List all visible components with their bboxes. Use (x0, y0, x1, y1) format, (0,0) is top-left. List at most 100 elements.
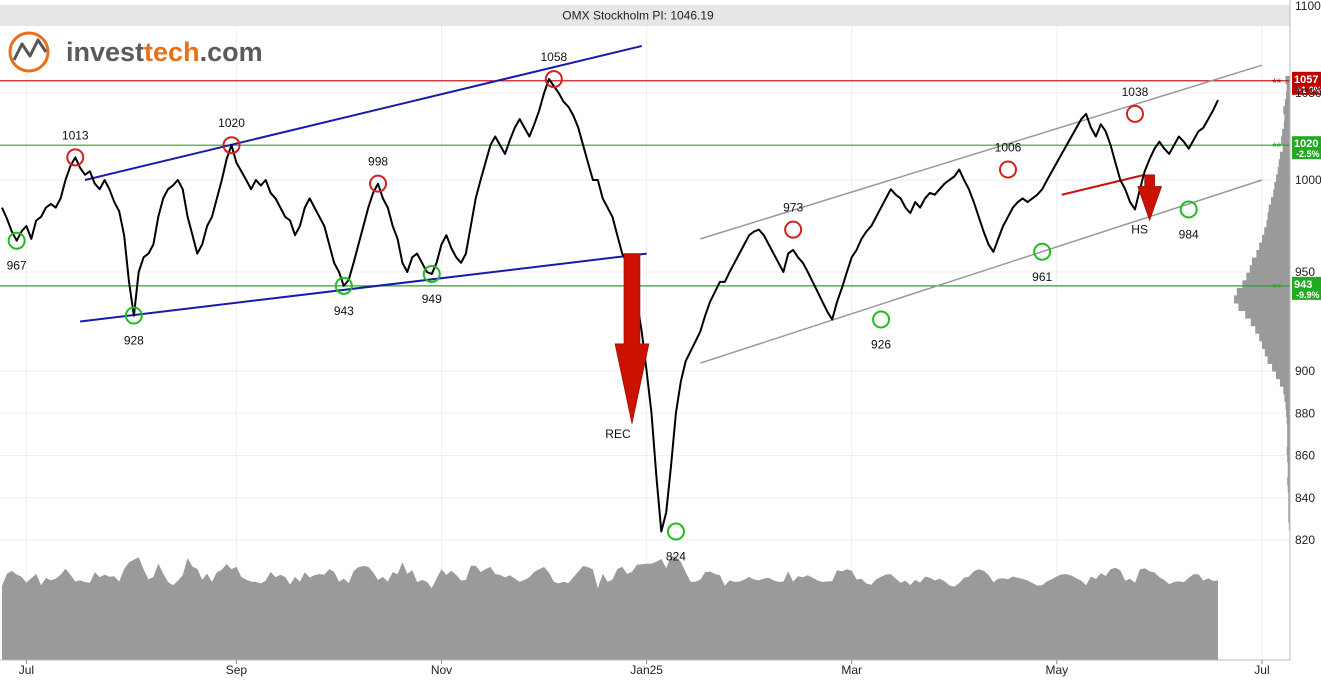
extremum-marker (784, 220, 803, 239)
volume-profile-bar (1284, 113, 1290, 122)
title-bar (0, 5, 1290, 26)
volume-profile-bar (1251, 257, 1290, 266)
volume-profile-bar (1283, 386, 1290, 395)
sell-signal-arrow (614, 253, 650, 424)
volume-profile-bar (1286, 83, 1290, 92)
volume-profile-bar (1273, 189, 1290, 198)
volume-profile-bar (1262, 234, 1290, 243)
level-value: 1057 (1294, 74, 1318, 86)
extremum-marker (872, 310, 891, 329)
investtech-logo: investtech.com (8, 31, 263, 73)
y-tick-label: 880 (1295, 406, 1315, 420)
x-tick-label: Jan25 (630, 663, 663, 677)
volume-area-shape (2, 556, 1218, 660)
volume-profile-bar (1288, 522, 1290, 531)
level-value: 943 (1294, 279, 1312, 291)
extremum-marker (334, 276, 353, 295)
extrema-markers: 967 1013 928 1020 943 998 949 1058 824 973 926 1006… (7, 50, 1199, 563)
level-tag (1292, 276, 1321, 300)
volume-profile-bar (1287, 469, 1290, 478)
grid (0, 5, 1290, 660)
y-tick-label: 820 (1295, 533, 1315, 547)
volume-profile-bar (1250, 318, 1290, 327)
logo-text-com: .com (200, 37, 263, 67)
volume-profile-bar (1284, 98, 1290, 107)
logo-text-invest: invest (66, 37, 144, 67)
volume-profile-bar (1262, 340, 1290, 349)
y-tick-label: 950 (1295, 265, 1315, 279)
volume-profile-bar (1287, 424, 1290, 433)
extremum-label: 928 (124, 334, 144, 348)
x-tick-label: Jul (1254, 663, 1269, 677)
volume-profile-bar (1270, 197, 1290, 206)
volume-profile-bar (1287, 484, 1290, 493)
signals: REC HS (605, 174, 1163, 441)
volume-profile-bar (1264, 227, 1290, 236)
x-tick-label: Jul (19, 663, 34, 677)
extremum-marker (1033, 242, 1052, 261)
volume-profile-bar (1255, 325, 1290, 334)
volume-profile-bar (1288, 499, 1290, 508)
signal-label: HS (1131, 222, 1148, 236)
y-tick-label: 860 (1295, 449, 1315, 463)
level-tag (1292, 71, 1321, 95)
extremum-label: 1058 (540, 50, 567, 64)
extremum-label: 973 (783, 201, 803, 215)
volume-profile-bar (1282, 128, 1290, 138)
extremum-label: 984 (1179, 227, 1199, 241)
extremum-marker (124, 306, 143, 325)
extremum-label: 998 (368, 155, 388, 169)
volume-profile-bar (1286, 91, 1290, 100)
extremum-marker (666, 522, 685, 541)
volume-profile-bar (1279, 378, 1290, 387)
trendline (700, 179, 1263, 364)
sell-signal-arrow (1137, 174, 1163, 222)
volume-area (2, 556, 1218, 660)
volume-profile-bar (1281, 136, 1290, 145)
volume-profile-bar (1256, 250, 1290, 259)
extremum-marker (1179, 200, 1198, 219)
extremum-marker (7, 231, 26, 250)
volume-profile-bar (1285, 401, 1290, 410)
volume-profile-bar (1285, 76, 1290, 85)
extremum-label: 961 (1032, 270, 1052, 284)
y-tick-label: 1050 (1295, 86, 1321, 100)
extremum-label: 1006 (995, 141, 1022, 155)
plot-background (0, 0, 1290, 660)
volume-profile-bar (1278, 159, 1290, 168)
volume-profile-bar (1274, 181, 1290, 190)
y-tick-label: 1000 (1295, 173, 1321, 187)
volume-profile-bar (1238, 303, 1290, 312)
volume-profile-bar (1242, 280, 1290, 289)
extremum-label: 1038 (1122, 85, 1149, 99)
logo-text: investtech.com (66, 37, 263, 67)
extremum-marker (1125, 104, 1144, 123)
volume-profile-bar (1259, 242, 1290, 251)
volume-profile-bar (1249, 265, 1290, 274)
volume-profile-bar (1267, 212, 1290, 221)
y-tick-label: 1100 (1295, 0, 1321, 13)
trendline (80, 252, 647, 323)
volume-profile-bar (1284, 393, 1290, 402)
volume-profile-bar (1286, 446, 1290, 455)
extremum-marker (999, 160, 1018, 179)
volume-profile-bar (1287, 477, 1290, 486)
extremum-label: 926 (871, 338, 891, 352)
signal-label: REC (605, 427, 631, 441)
trendline (700, 64, 1263, 240)
volume-profile-bar (1276, 371, 1290, 380)
volume-profile-bar (1234, 295, 1290, 304)
volume-profile (1234, 76, 1290, 531)
volume-profile-bar (1287, 439, 1290, 448)
level-percent: +1.0% (1296, 85, 1321, 95)
trendline (84, 45, 642, 181)
y-tick-label: 840 (1295, 491, 1315, 505)
extremum-marker (544, 70, 563, 89)
extremum-marker (422, 264, 441, 283)
extremum-label: 967 (7, 259, 27, 273)
price-line (1, 78, 1219, 533)
volume-profile-bar (1279, 151, 1290, 160)
x-tick-label: May (1046, 663, 1069, 677)
extremum-marker (369, 174, 388, 193)
